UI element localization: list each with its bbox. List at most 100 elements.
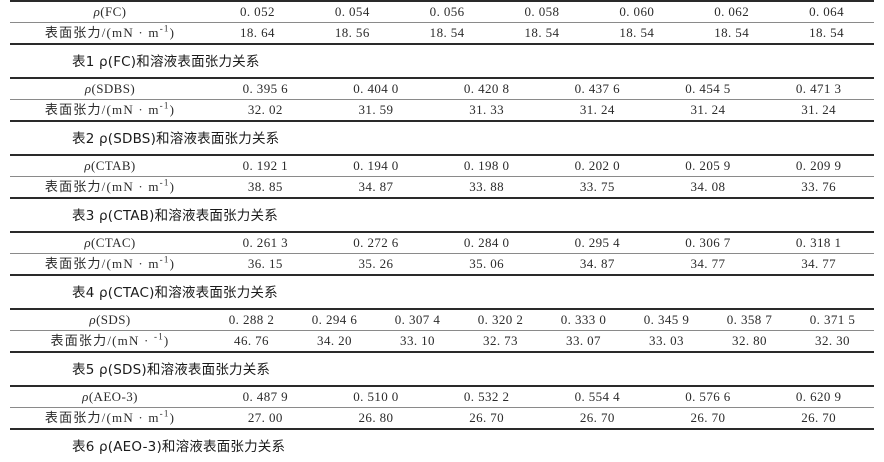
rho-symbol: ρ xyxy=(89,312,97,327)
tension-cell: 18. 54 xyxy=(589,22,685,45)
tension-cell: 31. 24 xyxy=(541,99,653,122)
tension-cell: 18. 56 xyxy=(304,22,400,45)
tension-unit-exponent: -1 xyxy=(159,100,170,111)
density-cell: 0. 454 5 xyxy=(652,77,764,100)
tension-cell: 27. 00 xyxy=(210,407,321,430)
rho-symbol: ρ xyxy=(82,389,89,404)
tension-unit-prefix: 表面张力/(mN · m xyxy=(44,25,160,40)
tension-row: 表面张力/(mN · m-1) 32. 02 31. 59 31. 33 31. 24 3… xyxy=(10,99,874,122)
block-spacer xyxy=(10,70,874,77)
density-cell: 0. 064 xyxy=(779,0,874,23)
density-cell: 0. 198 0 xyxy=(431,154,542,177)
tension-unit-close-paren: ) xyxy=(169,25,176,40)
density-cell: 0. 288 2 xyxy=(210,308,293,331)
tension-cell: 35. 06 xyxy=(431,253,542,276)
tension-cell: 33. 88 xyxy=(431,176,542,199)
density-cell: 0. 358 7 xyxy=(708,308,791,331)
tension-cell: 33. 75 xyxy=(541,176,653,199)
table-caption: 表3 ρ(CTAB)和溶液表面张力关系 xyxy=(72,208,278,224)
tension-unit-prefix: 表面张力/(mN · m xyxy=(44,179,160,194)
tension-cell: 32. 30 xyxy=(791,330,874,353)
table-6: ρ(AEO-3) 0. 487 9 0. 510 0 0. 532 2 0. 554 4… xyxy=(10,385,874,430)
density-cell: 0. 058 xyxy=(494,0,590,23)
tension-unit-close-paren: ) xyxy=(163,333,170,348)
density-cell: 0. 576 6 xyxy=(652,385,764,408)
tension-cell: 26. 70 xyxy=(652,407,764,430)
tension-unit-close-paren: ) xyxy=(169,410,176,425)
tension-cell: 18. 54 xyxy=(494,22,590,45)
density-species-name: (CTAC) xyxy=(90,235,136,250)
block-spacer xyxy=(10,224,874,231)
tension-unit-prefix: 表面张力/(mN · m xyxy=(44,102,160,117)
tension-cell: 32. 02 xyxy=(210,99,321,122)
tension-unit-exponent: -1 xyxy=(159,177,170,188)
density-cell: 0. 284 0 xyxy=(431,231,542,254)
tension-cell: 33. 07 xyxy=(542,330,625,353)
density-row: ρ(SDS) 0. 288 2 0. 294 6 0. 307 4 0. 320 2 0.… xyxy=(10,308,874,331)
density-row-label: ρ(AEO-3) xyxy=(10,385,210,408)
tension-cell: 34. 77 xyxy=(652,253,764,276)
tension-row-label: 表面张力/(mN · m-1) xyxy=(10,176,210,199)
tension-cell: 32. 73 xyxy=(459,330,542,353)
rho-symbol: ρ xyxy=(84,235,91,250)
tension-cell: 34. 87 xyxy=(541,253,653,276)
density-row: ρ(FC) 0. 052 0. 054 0. 056 0. 058 0. 060 0. 06… xyxy=(10,0,874,23)
tension-cell: 26. 70 xyxy=(541,407,653,430)
tension-cell: 18. 54 xyxy=(684,22,780,45)
table-block: ρ(FC) 0. 052 0. 054 0. 056 0. 058 0. 060 0. 06… xyxy=(10,0,874,77)
rho-symbol: ρ xyxy=(84,81,92,96)
tension-cell: 38. 85 xyxy=(210,176,321,199)
tension-cell: 18. 64 xyxy=(210,22,305,45)
table-1: ρ(FC) 0. 052 0. 054 0. 056 0. 058 0. 060 0. 06… xyxy=(10,0,874,45)
density-row: ρ(AEO-3) 0. 487 9 0. 510 0 0. 532 2 0. 554 4… xyxy=(10,385,874,408)
density-cell: 0. 395 6 xyxy=(210,77,321,100)
density-cell: 0. 510 0 xyxy=(320,385,432,408)
tension-unit-prefix: 表面张力/(mN · m xyxy=(44,256,160,271)
table-5: ρ(SDS) 0. 288 2 0. 294 6 0. 307 4 0. 320 2 0.… xyxy=(10,308,874,353)
density-cell: 0. 404 0 xyxy=(320,77,432,100)
density-cell: 0. 471 3 xyxy=(763,77,874,100)
tension-unit-prefix: 表面张力/(mN · xyxy=(50,333,155,348)
table-caption: 表6 ρ(AEO-3)和溶液表面张力关系 xyxy=(72,439,286,455)
density-cell: 0. 554 4 xyxy=(541,385,653,408)
density-cell: 0. 060 xyxy=(589,0,685,23)
density-row-label: ρ(FC) xyxy=(10,0,211,23)
tension-cell: 31. 24 xyxy=(763,99,874,122)
density-row-label: ρ(SDS) xyxy=(10,308,210,331)
density-cell: 0. 532 2 xyxy=(431,385,542,408)
density-cell: 0. 371 5 xyxy=(791,308,874,331)
density-cell: 0. 294 6 xyxy=(293,308,376,331)
density-cell: 0. 307 4 xyxy=(376,308,459,331)
tension-cell: 31. 59 xyxy=(320,99,432,122)
tension-row: 表面张力/(mN · -1) 46. 76 34. 20 33. 10 32. 73 33… xyxy=(10,330,874,353)
density-cell: 0. 320 2 xyxy=(459,308,542,331)
tension-cell: 26. 70 xyxy=(431,407,542,430)
density-species-name: (CTAB) xyxy=(90,158,136,173)
table-block: ρ(AEO-3) 0. 487 9 0. 510 0 0. 532 2 0. 554 4… xyxy=(10,385,874,462)
table-caption: 表5 ρ(SDS)和溶液表面张力关系 xyxy=(72,362,271,378)
density-cell: 0. 261 3 xyxy=(210,231,321,254)
tension-unit-exponent: -1 xyxy=(159,254,170,265)
tension-cell: 26. 70 xyxy=(763,407,874,430)
tension-row: 表面张力/(mN · m-1) 38. 85 34. 87 33. 88 33. 75 3… xyxy=(10,176,874,199)
density-species-name: (AEO-3) xyxy=(88,389,138,404)
density-cell: 0. 437 6 xyxy=(541,77,653,100)
density-row-label: ρ(CTAC) xyxy=(10,231,210,254)
tension-unit-close-paren: ) xyxy=(169,256,176,271)
tension-cell: 34. 08 xyxy=(652,176,764,199)
tension-cell: 32. 80 xyxy=(708,330,791,353)
density-cell: 0. 202 0 xyxy=(541,154,653,177)
density-cell: 0. 194 0 xyxy=(320,154,432,177)
density-species-name: (FC) xyxy=(100,4,127,19)
density-cell: 0. 306 7 xyxy=(652,231,764,254)
density-species-name: (SDS) xyxy=(96,312,131,327)
density-cell: 0. 620 9 xyxy=(763,385,874,408)
density-cell: 0. 272 6 xyxy=(320,231,432,254)
rho-symbol: ρ xyxy=(84,158,91,173)
tension-cell: 31. 24 xyxy=(652,99,764,122)
